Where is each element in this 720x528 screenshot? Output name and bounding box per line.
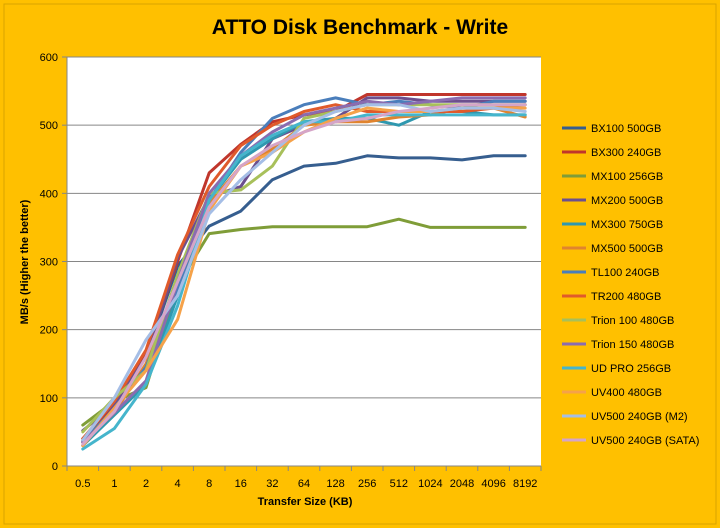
legend-label: MX100 256GB [591,171,663,183]
series-line-12 [81,103,527,442]
y-tick-labels: 0 100 200 300 400 500 600 [40,52,67,473]
chart-title: ATTO Disk Benchmark - Write [212,16,508,39]
legend-label: Trion 100 480GB [591,315,674,327]
legend-label: UV500 240GB (SATA) [591,435,699,447]
x-tick-label: 1024 [418,478,442,490]
y-tick-label: 100 [40,393,58,405]
y-tick-label: 600 [40,52,58,64]
y-axis-title: MB/s (Higher the better) [19,199,31,324]
legend-label: UV400 480GB [591,387,662,399]
y-tick-label: 200 [40,325,58,337]
x-tick-label: 32 [266,478,278,490]
legend-label: UV500 240GB (M2) [591,411,688,423]
series-line-13 [81,103,527,446]
legend-label: MX200 500GB [591,195,663,207]
y-tick-label: 0 [52,461,58,473]
legend-label: MX500 500GB [591,243,663,255]
x-tick-label: 128 [326,478,344,490]
series-line-7 [81,103,527,441]
x-tick-label: 256 [358,478,376,490]
x-tick-label: 2048 [450,478,474,490]
legend-label: TR200 480GB [591,291,661,303]
legend-label: BX300 240GB [591,147,661,159]
series-line-10 [81,113,527,451]
x-tick-labels: 0.5 1 2 4 8 16 32 64 128 256 512 1024 2048 4096 8192 [66,466,542,490]
x-tick-label: 0.5 [75,478,90,490]
x-tick-label: 2 [143,478,149,490]
legend-label: UD PRO 256GB [591,363,671,375]
y-tick-label: 400 [40,188,58,200]
legend-label: BX100 500GB [591,123,661,135]
y-tick-label: 500 [40,120,58,132]
legend-label: TL100 240GB [591,267,660,279]
x-tick-label: 8 [206,478,212,490]
legend-label: Trion 150 480GB [591,339,674,351]
x-tick-label: 16 [235,478,247,490]
x-tick-label: 64 [298,478,310,490]
series-line-9 [81,96,527,444]
x-tick-label: 1 [111,478,117,490]
series-lines [81,93,527,451]
legend-label: MX300 750GB [591,219,663,231]
x-tick-label: 8192 [513,478,537,490]
x-tick-label: 4 [175,478,181,490]
x-tick-label: 4096 [481,478,505,490]
y-tick-label: 300 [40,257,58,269]
x-tick-label: 512 [390,478,408,490]
x-axis-title: Transfer Size (KB) [258,496,353,508]
legend: BX100 500GB BX300 240GB MX100 256GB MX200 5… [562,123,699,447]
